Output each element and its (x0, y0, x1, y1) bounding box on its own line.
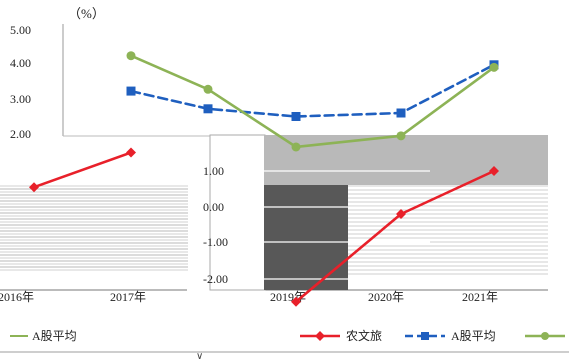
series-point (126, 86, 136, 96)
legend-label: A股平均 (451, 329, 496, 343)
legend-marker (421, 332, 429, 340)
top-y-ticks: 5.00 4.00 3.00 2.00 (10, 23, 31, 141)
top-y-tick-label: 4.00 (10, 56, 31, 70)
series-0 (29, 147, 499, 307)
series-point (291, 112, 301, 121)
series-point (291, 296, 301, 307)
series-1 (126, 60, 499, 121)
series-point (29, 182, 39, 193)
mid-y-tick-label: 0.00 (203, 200, 224, 214)
series-point (291, 142, 301, 152)
legend-marker (541, 332, 549, 340)
series-point (489, 62, 499, 72)
series-lines (29, 51, 499, 307)
extra-bottom-label: A股平均 (10, 329, 77, 343)
series-point (489, 166, 499, 176)
series-point (396, 209, 406, 219)
center-panel-bg (209, 134, 266, 291)
extra-label-text: A股平均 (32, 329, 77, 343)
series-point (396, 108, 406, 118)
scanline-artifacts (0, 185, 548, 275)
legend-item: 农文旅 (300, 328, 382, 343)
x-axis-labels: 2016年 2017年 2019年 2020年 2021年 (0, 290, 498, 304)
x-tick-label: 2021年 (462, 290, 498, 304)
mid-y-ticks: 1.00 0.00 -1.00 -2.00 (203, 164, 430, 286)
top-y-tick-label: 5.00 (10, 23, 31, 37)
mid-y-tick-label: 1.00 (203, 164, 224, 178)
dark-panel (264, 185, 348, 290)
series-point (126, 147, 136, 158)
series-point (203, 84, 213, 94)
x-tick-label: 2016年 (0, 290, 34, 304)
series-point (203, 104, 213, 114)
series-point (126, 51, 136, 61)
unit-label: （%） (68, 6, 105, 21)
mid-y-tick-label: -2.00 (203, 272, 228, 286)
series-line (129, 54, 496, 149)
legend-marker (315, 331, 325, 341)
x-tick-label: 2017年 (110, 290, 146, 304)
series-point (396, 131, 406, 141)
legend-label: 农文旅 (346, 328, 382, 343)
gray-band (264, 135, 548, 185)
legend-item: A股平均 (405, 329, 496, 343)
legend-item (525, 332, 565, 340)
bottom-caret: ∨ (196, 351, 203, 362)
legend: 农文旅 A股平均 (300, 328, 565, 343)
top-y-tick-label: 2.00 (10, 127, 31, 141)
x-tick-label: 2020年 (368, 290, 404, 304)
series-2 (126, 51, 499, 152)
mid-y-tick-label: -1.00 (203, 235, 228, 249)
top-y-tick-label: 3.00 (10, 92, 31, 106)
